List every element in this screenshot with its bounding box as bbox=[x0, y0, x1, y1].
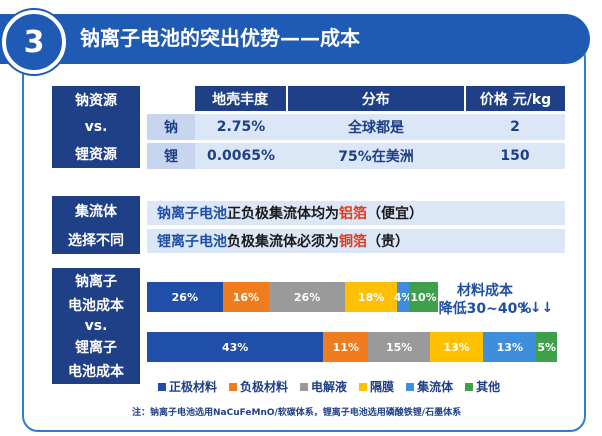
legend-label: 其他 bbox=[476, 380, 501, 394]
cost-note-line1: 材料成本 bbox=[457, 283, 513, 299]
section-number: 3 bbox=[2, 10, 66, 74]
legend-item: 电解液 bbox=[300, 378, 347, 395]
cost-label-line3: vs. bbox=[84, 317, 108, 334]
collector-note: （贵） bbox=[367, 234, 409, 250]
cost-reduction-note: 材料成本 降低30~40% bbox=[410, 282, 560, 318]
chart-legend: 正极材料 负极材料 电解液 隔膜 集流体 其他 bbox=[158, 378, 500, 395]
bar-segment-separator: 13% bbox=[429, 332, 484, 362]
cost-label-line2: 电池成本 bbox=[68, 297, 124, 314]
resources-label-line3: 锂资源 bbox=[75, 146, 117, 163]
collector-battery: 钠离子电池 bbox=[157, 206, 227, 222]
row-price: 2 bbox=[510, 119, 520, 135]
cost-note-line2: 降低30~40% bbox=[438, 301, 532, 317]
cost-label-line5: 电池成本 bbox=[68, 363, 124, 380]
header-spacer bbox=[147, 86, 195, 111]
footnote: 注：钠离子电池选用NaCuFeMnO/软碳体系，锂离子电池选用磷酸铁锂/石墨体系 bbox=[132, 408, 462, 418]
legend-item: 集流体 bbox=[406, 378, 453, 395]
bar-segment-collector: 4% bbox=[394, 282, 412, 312]
row-price: 150 bbox=[500, 148, 530, 164]
legend-swatch bbox=[359, 382, 368, 391]
collector-material: 铝箔 bbox=[339, 206, 367, 222]
collector-label-line1: 集流体 bbox=[75, 203, 117, 220]
bar-segment-electrolyte: 15% bbox=[368, 332, 430, 362]
table-row: 锂 0.0065% 75%在美洲 150 bbox=[147, 143, 565, 169]
row-element: 钠 bbox=[147, 114, 195, 140]
collector-battery: 锂离子电池 bbox=[157, 234, 227, 250]
legend-label: 电解液 bbox=[311, 380, 348, 394]
resources-label-line1: 钠资源 bbox=[75, 93, 117, 110]
collector-label: 集流体 选择不同 bbox=[52, 196, 140, 254]
legend-item: 隔膜 bbox=[359, 378, 394, 395]
bar-segment-cathode: 26% bbox=[147, 282, 223, 312]
column-header-abundance: 地壳丰度 bbox=[194, 86, 286, 111]
page-title: 钠离子电池的突出优势——成本 bbox=[80, 26, 360, 50]
bar-segment-other: 10% bbox=[408, 282, 439, 312]
lithium-cost-bar: 43% 11% 15% 13% 13% 5% bbox=[147, 332, 557, 362]
row-abundance: 2.75% bbox=[216, 119, 266, 135]
legend-label: 负极材料 bbox=[240, 380, 289, 394]
legend-item: 其他 bbox=[465, 378, 500, 395]
bar-segment-electrolyte: 26% bbox=[269, 282, 345, 312]
collector-line-sodium: 钠离子电池 正负极集流体均为 铝箔 （便宜） bbox=[147, 201, 565, 225]
bar-segment-other: 5% bbox=[536, 332, 557, 362]
collector-text: 正负极集流体均为 bbox=[227, 206, 339, 222]
legend-swatch bbox=[300, 382, 309, 391]
resources-label: 钠资源 vs. 锂资源 bbox=[52, 86, 140, 168]
table-row: 钠 2.75% 全球都是 2 bbox=[147, 114, 565, 140]
row-abundance: 0.0065% bbox=[206, 148, 276, 164]
legend-label: 集流体 bbox=[417, 380, 454, 394]
bar-segment-anode: 16% bbox=[222, 282, 270, 312]
legend-label: 隔膜 bbox=[370, 380, 395, 394]
column-header-distribution: 分布 bbox=[285, 86, 464, 111]
legend-item: 负极材料 bbox=[229, 378, 288, 395]
cost-label-line4: 锂离子 bbox=[75, 340, 117, 357]
legend-item: 正极材料 bbox=[158, 378, 217, 395]
collector-text: 负极集流体必须为 bbox=[227, 234, 339, 250]
resources-label-line2: vs. bbox=[84, 118, 108, 135]
collector-line-lithium: 锂离子电池 负极集流体必须为 铜箔 （贵） bbox=[147, 229, 565, 253]
collector-label-line2: 选择不同 bbox=[68, 232, 124, 249]
cost-label: 钠离子 电池成本 vs. 锂离子 电池成本 bbox=[52, 268, 140, 384]
bar-segment-anode: 11% bbox=[323, 332, 369, 362]
legend-swatch bbox=[406, 382, 415, 391]
row-element: 锂 bbox=[147, 143, 195, 169]
bar-segment-collector: 13% bbox=[483, 332, 537, 362]
legend-label: 正极材料 bbox=[169, 380, 218, 394]
down-arrows-icon: ↓↓↓ bbox=[518, 300, 554, 316]
row-distribution: 全球都是 bbox=[348, 120, 404, 136]
resources-table-header: 地壳丰度 分布 价格 元/kg bbox=[147, 86, 566, 111]
title-banner bbox=[0, 14, 590, 64]
bar-segment-cathode: 43% bbox=[147, 332, 324, 362]
legend-swatch bbox=[229, 382, 238, 391]
bar-segment-separator: 18% bbox=[344, 282, 398, 312]
row-distribution: 75%在美洲 bbox=[338, 149, 414, 165]
sodium-cost-bar: 26% 16% 26% 18% 4% 10% bbox=[147, 282, 439, 312]
column-header-price: 价格 元/kg bbox=[463, 86, 566, 111]
collector-material: 铜箔 bbox=[339, 234, 367, 250]
cost-label-line1: 钠离子 bbox=[75, 274, 117, 291]
collector-note: （便宜） bbox=[367, 206, 423, 222]
legend-swatch bbox=[158, 382, 166, 391]
legend-swatch bbox=[465, 382, 474, 391]
